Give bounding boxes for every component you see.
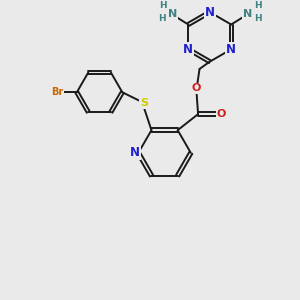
- Text: H: H: [254, 1, 261, 10]
- Text: H: H: [159, 1, 167, 10]
- Text: N: N: [168, 9, 177, 19]
- Text: H: H: [254, 14, 262, 23]
- Text: N: N: [183, 43, 193, 56]
- Text: O: O: [217, 109, 226, 119]
- Text: N: N: [205, 6, 215, 19]
- Text: N: N: [226, 43, 236, 56]
- Text: N: N: [243, 9, 252, 19]
- Text: Br: Br: [51, 87, 63, 97]
- Text: N: N: [130, 146, 140, 159]
- Text: S: S: [140, 98, 148, 108]
- Text: H: H: [158, 14, 166, 23]
- Text: O: O: [192, 83, 201, 94]
